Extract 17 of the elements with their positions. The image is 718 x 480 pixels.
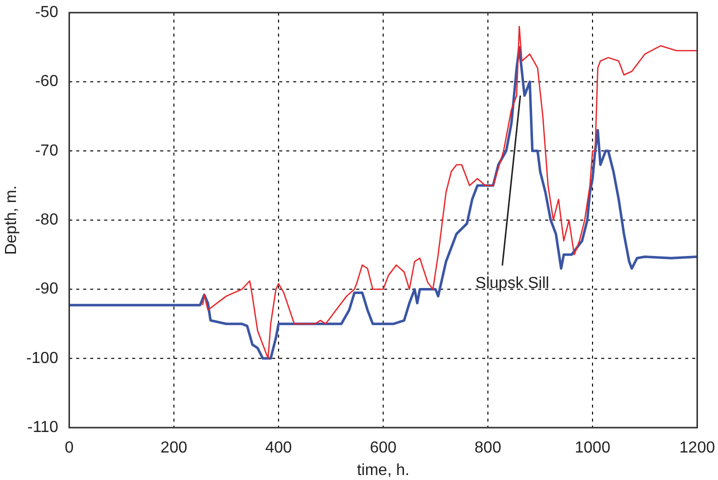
y-tick-label: -80 — [35, 212, 58, 229]
x-tick-label: 1000 — [574, 440, 610, 457]
y-tick-label: -60 — [35, 73, 58, 90]
x-tick-label: 600 — [370, 440, 397, 457]
x-tick-label: 1200 — [679, 440, 716, 457]
x-tick-label: 0 — [64, 440, 74, 457]
y-tick-label: -100 — [26, 350, 58, 367]
x-tick-label: 400 — [265, 440, 292, 457]
y-axis-title: Depth, m. — [3, 185, 20, 255]
y-tick-label: -50 — [35, 4, 58, 22]
y-tick-label: -70 — [35, 142, 58, 160]
annotation: Slupsk Sill — [475, 275, 550, 292]
x-axis-title: time, h. — [356, 462, 410, 479]
y-tick-label: -110 — [27, 419, 58, 436]
y-tick-label: -90 — [35, 280, 58, 298]
x-tick-label: 800 — [474, 440, 502, 457]
x-tick-label: 200 — [160, 440, 188, 457]
